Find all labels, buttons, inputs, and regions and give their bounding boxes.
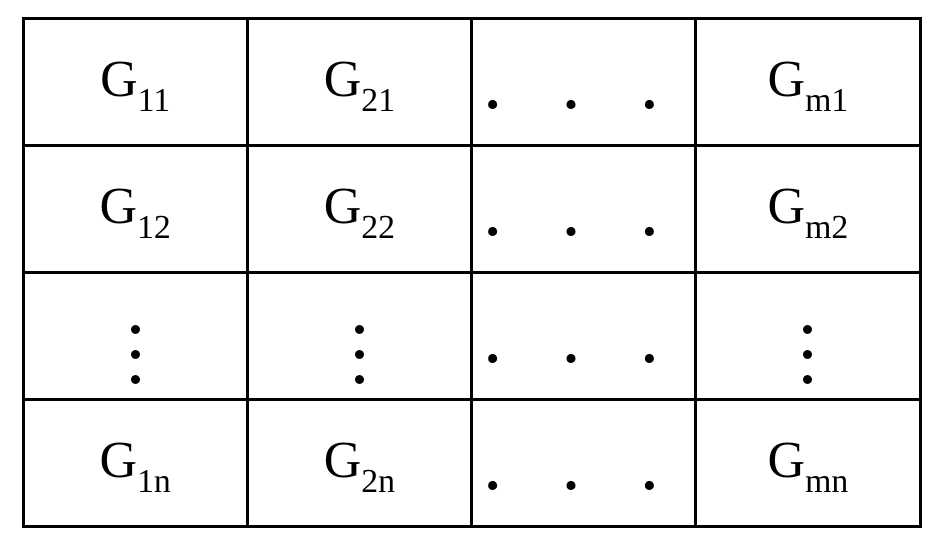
cell-hdots: . . . xyxy=(472,273,696,400)
dot-icon xyxy=(355,375,364,384)
cell-label: Gmn xyxy=(768,435,849,495)
vdots-icon xyxy=(131,325,140,384)
cell-sub: m1 xyxy=(805,82,848,119)
cell-sub: 2n xyxy=(361,463,395,500)
dot-icon xyxy=(131,375,140,384)
vdots-icon xyxy=(355,325,364,384)
cell-sub: 12 xyxy=(137,209,171,246)
cell-base: G xyxy=(324,432,362,489)
vdots-icon xyxy=(803,325,812,384)
cell-hdots: . . . xyxy=(472,400,696,527)
cell-sub: mn xyxy=(805,463,848,500)
cell-label: G22 xyxy=(324,181,395,241)
cell-base: G xyxy=(768,178,806,235)
cell-label: G2n xyxy=(324,435,395,495)
table-row: G11 G21 . . . Gm1 xyxy=(23,19,920,146)
cell-hdots: . . . xyxy=(472,146,696,273)
cell-base: G xyxy=(99,178,137,235)
cell-G21: G21 xyxy=(247,19,471,146)
hdots-icon: . . . xyxy=(486,439,682,503)
hdots-icon: . . . xyxy=(486,185,682,249)
cell-Gmn: Gmn xyxy=(696,400,920,527)
cell-G2n: G2n xyxy=(247,400,471,527)
cell-label: G11 xyxy=(100,54,170,114)
matrix-table: G11 G21 . . . Gm1 G12 G22 . . . Gm2 . . … xyxy=(22,17,922,528)
cell-G12: G12 xyxy=(23,146,247,273)
cell-label: G21 xyxy=(324,54,395,114)
table-row: G1n G2n . . . Gmn xyxy=(23,400,920,527)
cell-hdots: . . . xyxy=(472,19,696,146)
cell-sub: 11 xyxy=(138,82,171,119)
dot-icon xyxy=(355,350,364,359)
hdots-icon: . . . xyxy=(486,58,682,122)
cell-sub: 21 xyxy=(361,82,395,119)
dot-icon xyxy=(131,325,140,334)
cell-Gm2: Gm2 xyxy=(696,146,920,273)
dot-icon xyxy=(131,350,140,359)
cell-sub: 22 xyxy=(361,209,395,246)
cell-label: G12 xyxy=(99,181,170,241)
hdots-icon: . . . xyxy=(486,312,682,376)
cell-vdots xyxy=(247,273,471,400)
cell-base: G xyxy=(324,51,362,108)
table-row: G12 G22 . . . Gm2 xyxy=(23,146,920,273)
cell-vdots xyxy=(696,273,920,400)
cell-G1n: G1n xyxy=(23,400,247,527)
cell-base: G xyxy=(324,178,362,235)
cell-sub: m2 xyxy=(805,209,848,246)
dot-icon xyxy=(355,325,364,334)
cell-G22: G22 xyxy=(247,146,471,273)
cell-sub: 1n xyxy=(137,463,171,500)
dot-icon xyxy=(803,375,812,384)
dot-icon xyxy=(803,325,812,334)
cell-G11: G11 xyxy=(23,19,247,146)
cell-label: Gm1 xyxy=(768,54,849,114)
cell-base: G xyxy=(100,51,138,108)
cell-base: G xyxy=(768,432,806,489)
cell-Gm1: Gm1 xyxy=(696,19,920,146)
cell-base: G xyxy=(768,51,806,108)
cell-base: G xyxy=(99,432,137,489)
table-row: . . . xyxy=(23,273,920,400)
cell-label: Gm2 xyxy=(768,181,849,241)
dot-icon xyxy=(803,350,812,359)
cell-label: G1n xyxy=(99,435,170,495)
cell-vdots xyxy=(23,273,247,400)
matrix-body: G11 G21 . . . Gm1 G12 G22 . . . Gm2 . . … xyxy=(23,19,920,527)
